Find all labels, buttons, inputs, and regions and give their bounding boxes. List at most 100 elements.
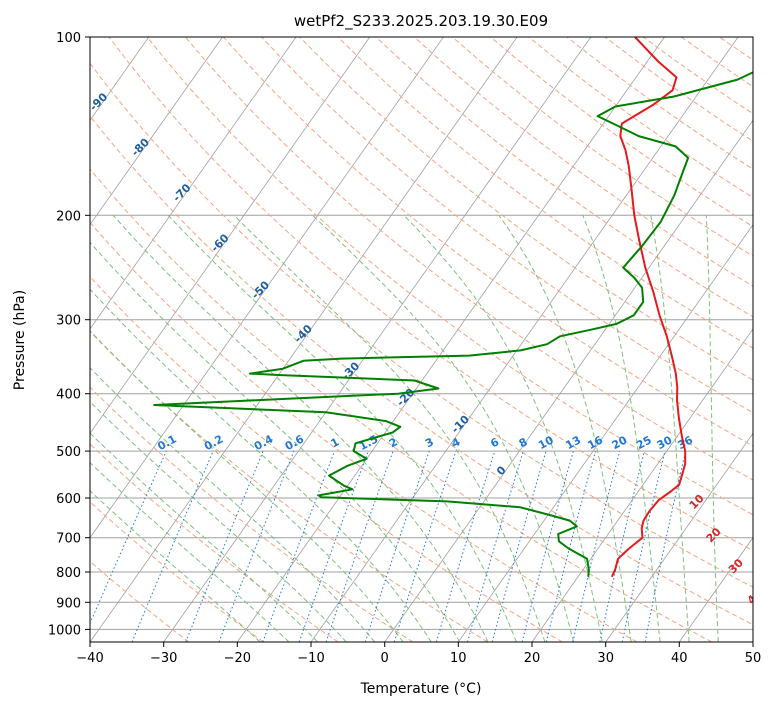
mixing-ratio-line [521,450,574,642]
mixing-ratio-line [364,450,430,642]
moist-adiabat-line [90,401,347,642]
dry-adiabat-label: 30 [726,556,746,576]
dry-adiabat-line [90,560,190,642]
isotherm-line [90,37,223,226]
moist-adiabat-line [112,214,489,642]
mixing-ratio-line [90,450,167,625]
isotherm-label: -10 [449,412,472,435]
mixing-ratio-line [599,450,645,642]
moist-adiabat-line [582,215,661,642]
dry-adiabat-line [451,37,753,257]
isotherm-label: -70 [170,181,193,204]
moist-adiabat-line [650,215,690,642]
isotherm-line [531,328,753,642]
mixing-ratio-line [621,450,666,642]
isotherm-line [457,223,753,642]
y-tick-label: 500 [56,445,81,460]
y-axis-label: Pressure (hPa) [12,290,28,390]
isotherm-line [310,37,739,642]
moist-adiabat-line [90,241,461,642]
isotherm-label: 0 [494,463,509,478]
mixing-ratio-line [218,450,295,642]
isotherm-line [90,37,371,435]
moist-adiabat-line [90,330,404,642]
mixing-ratio-line [298,450,369,642]
dry-adiabat-line [681,37,753,88]
y-tick-label: 100 [56,31,81,46]
axis-ticks: −40 −30 −20 −10 0 10 20 30 40 5010020030040050060… [48,31,761,666]
mixing-ratio-label: 13 [563,433,583,452]
mixing-ratio-line [393,450,457,642]
moist-adiabat-line [90,490,261,642]
mixing-ratio-label: 25 [634,433,654,452]
dry-adiabat-line [90,275,563,642]
dry-adiabat-line [758,37,775,642]
isotherm-line [90,37,444,539]
isotherm-line [752,641,753,642]
x-tick-label: −20 [224,651,251,666]
x-tick-label: −40 [76,651,103,666]
moist-adiabat-line [167,214,517,642]
moist-adiabat-line [90,288,432,642]
mixing-ratio-line [467,450,524,642]
mixing-ratio-label: 1 [329,435,342,450]
x-tick-label: 20 [524,651,541,666]
y-tick-label: 700 [56,532,81,547]
mixing-ratio-line [572,450,621,642]
isotherm-line [0,37,2,642]
mixing-ratio-label: 30 [655,433,675,452]
moist-adiabat-line [705,215,719,642]
x-tick-label: −30 [150,651,177,666]
dry-adiabat-line [90,501,264,642]
dry-adiabat-line [299,37,753,381]
x-tick-label: 30 [597,651,614,666]
mixing-ratio-line [435,450,496,642]
isotherm-line [90,37,518,642]
moist-adiabat-line [312,214,575,642]
dry-adiabat-line [413,37,753,287]
y-tick-label: 400 [56,388,81,403]
dry-adiabat-line [90,221,638,642]
profile-lines [153,37,753,578]
x-axis-label: Temperature (°C) [360,681,482,697]
mixing-ratio-label: 4 [450,435,463,450]
background-lines [0,37,775,642]
y-tick-label: 900 [56,596,81,611]
mixing-ratio-label: 20 [610,433,630,452]
isotherm-line [90,37,297,330]
mixing-ratio-line [131,450,214,642]
isotherm-line [605,432,753,642]
moist-adiabat-line [498,215,632,642]
dry-adiabat-label: 10 [687,492,707,512]
mixing-ratio-label: 0.2 [202,432,225,453]
dry-adiabat-line [146,37,753,516]
x-tick-label: 10 [450,651,467,666]
y-tick-label: 200 [56,209,81,224]
isotherm-label: -80 [129,135,152,158]
dry-adiabat-line [490,37,753,228]
x-tick-label: 40 [671,651,688,666]
mixing-ratio-label: 0.1 [155,432,178,453]
x-tick-label: 50 [745,651,762,666]
moist-adiabat-line [90,367,376,642]
isotherm-label: -100 [41,44,70,73]
moist-adiabat-line [233,214,546,642]
mixing-ratio-line [545,450,596,642]
mixing-ratio-label: 0.4 [252,432,276,453]
dry-adiabat-line [90,386,414,642]
mixing-ratio-label: 16 [585,433,605,452]
chart-title: wetPf2_S233.2025.203.19.30.E09 [294,12,548,31]
mixing-ratio-label: 8 [517,435,530,450]
y-tick-label: 1000 [48,623,81,638]
dry-adiabat-label: 40 [745,587,765,607]
dry-adiabat-label: 20 [704,525,724,545]
dewpoint-profile-line [153,71,753,577]
mixing-ratio-label: 10 [536,433,556,452]
mixing-ratio-label: 3 [423,435,436,450]
x-tick-label: 0 [381,651,389,666]
moist-adiabat-line [403,214,603,642]
isotherm-label: -90 [87,90,110,113]
dry-adiabat-line [90,115,753,626]
isotherm-line [384,119,753,642]
y-tick-label: 600 [56,492,81,507]
